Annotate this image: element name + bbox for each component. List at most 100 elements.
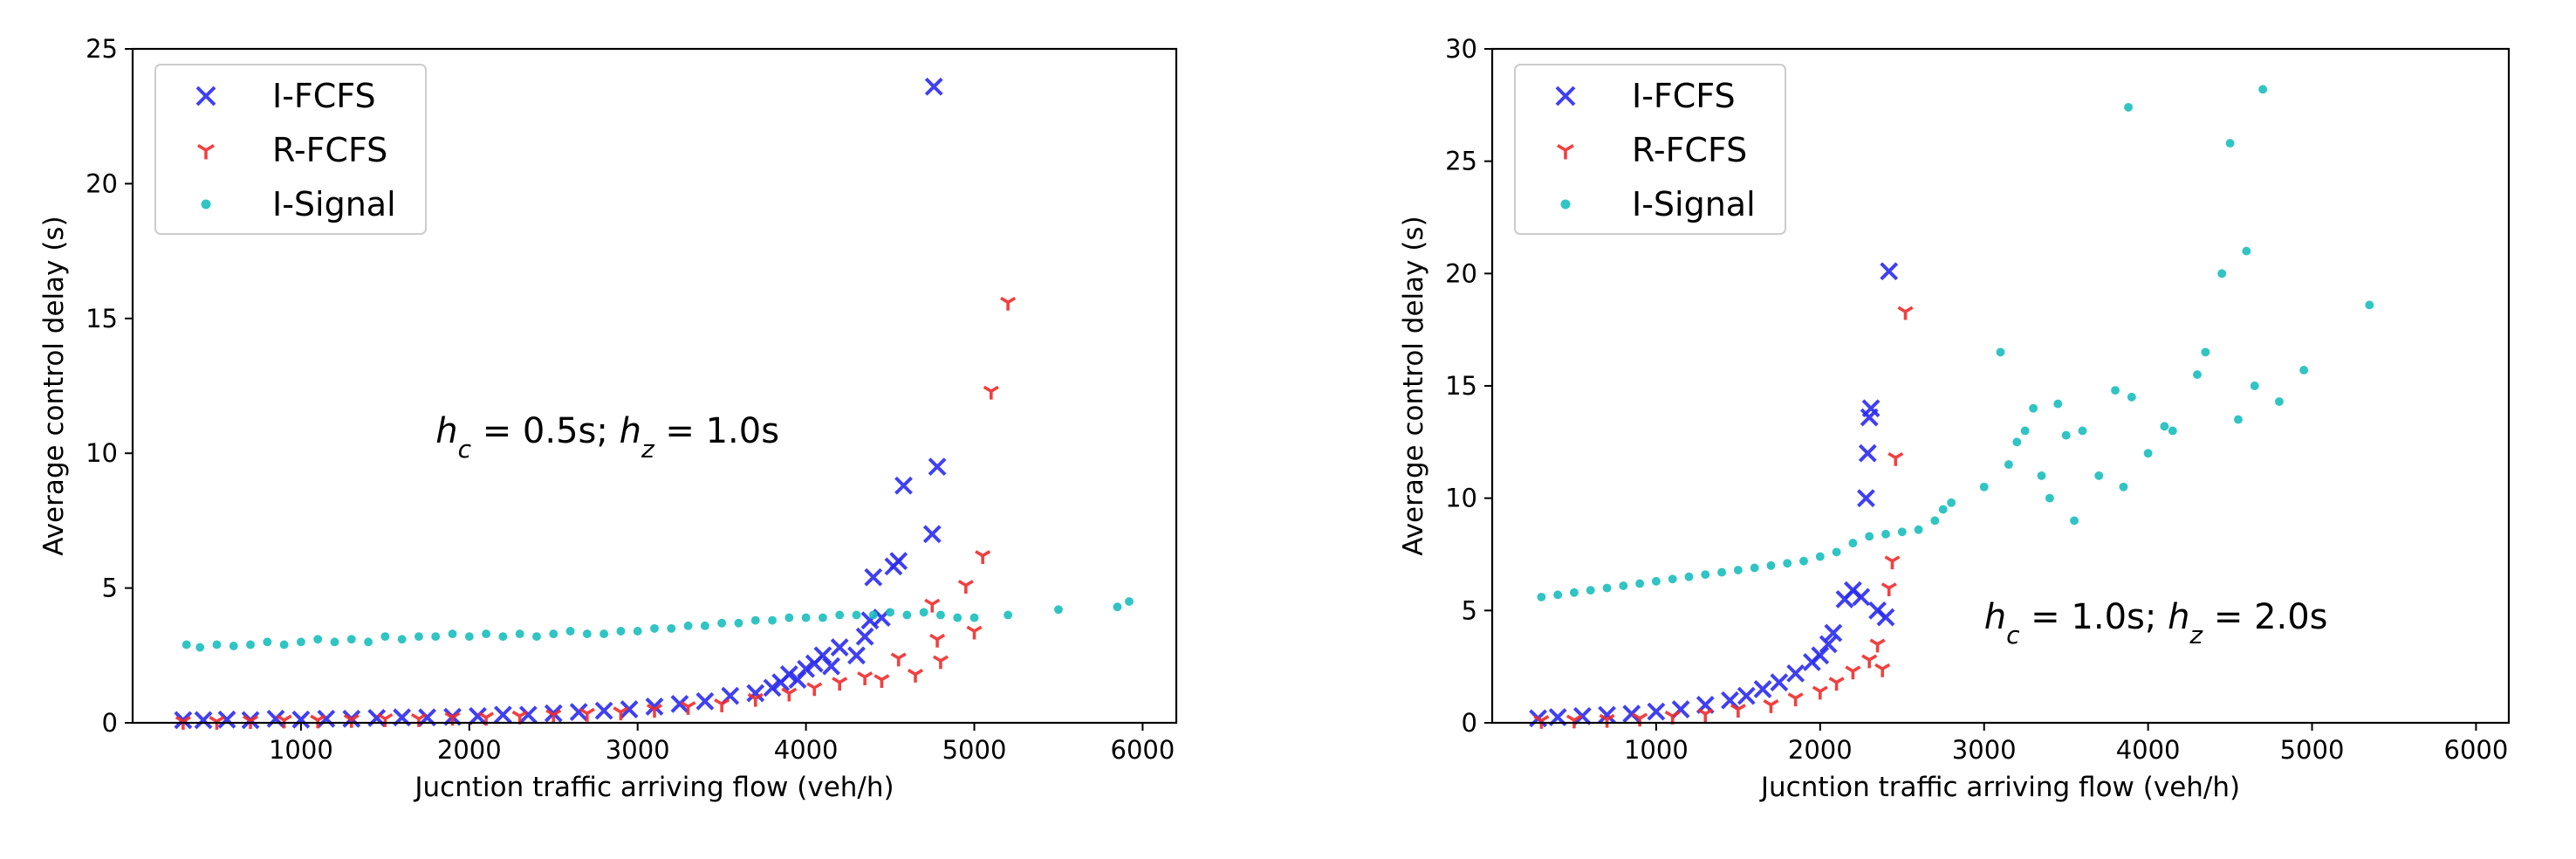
data-point: [565, 627, 575, 636]
data-point: [2061, 430, 2071, 440]
x-tick-label: 6000: [1111, 735, 1175, 765]
data-point: [2037, 471, 2046, 480]
x-tick-label: 2000: [1788, 735, 1853, 765]
data-point: [599, 629, 609, 639]
data-point: [532, 632, 541, 642]
y-tick-label: 10: [86, 438, 118, 468]
data-point: [310, 714, 326, 729]
data-point: [317, 709, 336, 728]
data-point: [1763, 699, 1779, 713]
data-point: [2053, 399, 2063, 409]
data-point: [902, 610, 912, 620]
x-tick-label: 3000: [606, 735, 670, 765]
data-point: [1881, 582, 1897, 597]
y-tick-label: 15: [86, 304, 118, 333]
y-tick-label: 5: [1462, 595, 1477, 625]
data-point: [646, 704, 663, 718]
data-point: [1930, 516, 1940, 526]
data-point: [2020, 426, 2030, 436]
data-point: [924, 598, 941, 613]
data-point: [969, 613, 979, 622]
data-point: [680, 701, 696, 715]
data-point: [2119, 482, 2128, 491]
data-point: [2225, 139, 2235, 148]
data-point: [1874, 663, 1891, 677]
data-point: [613, 706, 629, 721]
y-tick-label: 0: [1462, 708, 1477, 738]
data-point: [549, 629, 558, 639]
data-point: [907, 669, 924, 683]
data-point: [1701, 570, 1710, 580]
data-point: [818, 613, 827, 622]
data-point: [1602, 583, 1612, 593]
x-axis-label: Jucntion traffic arriving flow (veh/h): [413, 772, 894, 803]
data-point: [922, 525, 942, 544]
annotation-part: c: [458, 434, 472, 463]
data-point: [779, 665, 798, 684]
data-point: [919, 608, 928, 617]
annotation-part: h: [2168, 597, 2189, 637]
legend-marker-r-fcfs: [197, 144, 215, 160]
data-point: [847, 646, 866, 665]
data-point: [1565, 714, 1582, 729]
data-point: [714, 698, 730, 712]
data-point: [2029, 403, 2038, 413]
data-point: [1947, 498, 1956, 507]
data-point: [670, 694, 689, 713]
data-point: [874, 674, 890, 689]
data-point: [1730, 704, 1746, 718]
data-point: [469, 706, 487, 725]
x-tick-label: 4000: [2116, 735, 2181, 765]
data-point: [1880, 262, 1899, 281]
data-point: [431, 632, 441, 642]
data-point: [1812, 685, 1828, 700]
data-point: [2193, 370, 2202, 380]
chart-2: 1000 2000 3000 4000 5000 6000 0 5 10 15 20 25 30 Jucn…: [1398, 34, 2511, 803]
data-point: [750, 615, 760, 625]
data-point: [835, 610, 845, 620]
data-point: [1786, 663, 1805, 683]
data-point: [620, 700, 639, 718]
data-point: [616, 627, 626, 636]
y-tick-label: 30: [1445, 34, 1477, 64]
data-point: [1799, 556, 1808, 566]
data-point: [1054, 605, 1063, 615]
data-point: [1881, 529, 1890, 539]
data-point: [397, 635, 407, 644]
data-point: [2160, 422, 2169, 431]
data-point: [1819, 635, 1838, 654]
data-point: [2127, 392, 2136, 402]
data-point: [932, 655, 949, 670]
data-point: [330, 637, 339, 647]
data-point: [1598, 705, 1616, 725]
data-point: [498, 632, 508, 642]
data-point: [1861, 399, 1881, 418]
data-point: [1647, 702, 1666, 721]
data-point: [346, 635, 356, 644]
data-point: [1876, 608, 1895, 627]
x-tick-label: 1000: [269, 735, 333, 765]
series-r-fcfs: [1533, 306, 1914, 729]
data-point: [279, 640, 289, 649]
data-point: [1824, 623, 1843, 643]
data-point: [1651, 576, 1661, 586]
data-point: [579, 707, 595, 722]
data-point: [1996, 347, 2005, 357]
x-tick-label: 2000: [437, 735, 502, 765]
data-point: [291, 710, 311, 729]
data-point: [1832, 547, 1841, 557]
data-point: [734, 618, 743, 628]
data-point: [2143, 449, 2153, 458]
data-point: [2234, 415, 2243, 424]
series-i-signal: [1537, 85, 2374, 601]
data-point: [1897, 527, 1907, 537]
data-point: [478, 711, 495, 726]
data-point: [957, 580, 974, 594]
data-point: [784, 613, 794, 622]
y-tick-label: 20: [1445, 258, 1477, 288]
data-point: [832, 677, 848, 691]
legend-marker-i-signal: [201, 199, 211, 210]
data-point: [1113, 602, 1122, 612]
annotation: hc = 0.5s; hz = 1.0s: [435, 411, 779, 464]
